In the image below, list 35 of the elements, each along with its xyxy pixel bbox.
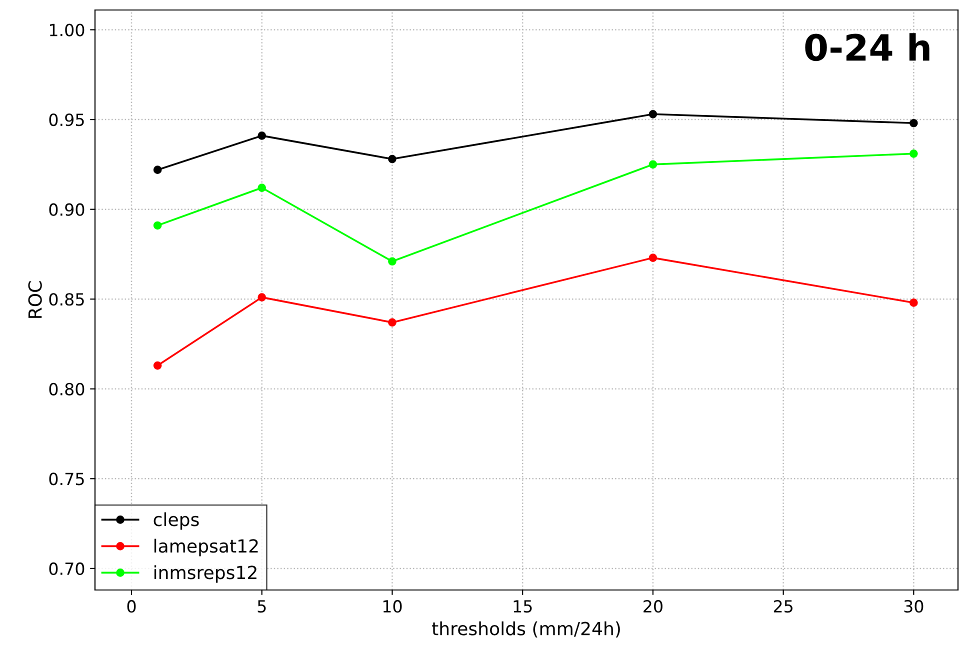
x-tick-label: 0 bbox=[127, 600, 136, 613]
y-axis-title: ROC bbox=[28, 281, 42, 318]
point bbox=[648, 254, 658, 262]
legend-label: inmsreps12 bbox=[154, 565, 256, 583]
legend-label: cleps bbox=[154, 512, 199, 530]
x-tick-label: 25 bbox=[774, 600, 792, 613]
point bbox=[388, 257, 396, 266]
point bbox=[388, 154, 396, 164]
x-tick-label: 20 bbox=[644, 600, 662, 613]
y-tick-label: 0.85 bbox=[49, 293, 84, 306]
x-tick-label: 30 bbox=[904, 600, 924, 613]
point bbox=[910, 298, 918, 307]
y-tick-label: 0.75 bbox=[49, 472, 84, 486]
x-axis-title: thresholds (mm/24h) bbox=[432, 621, 620, 638]
x-tick-label: 15 bbox=[514, 600, 532, 613]
annotation: 0-24 h bbox=[805, 33, 930, 62]
point bbox=[153, 221, 162, 230]
point bbox=[388, 318, 396, 327]
point bbox=[258, 293, 266, 302]
x-tick-label: 10 bbox=[383, 600, 402, 613]
point bbox=[648, 160, 658, 169]
x-tick-label: 5 bbox=[258, 600, 266, 613]
y-tick-label: 0.95 bbox=[49, 114, 84, 126]
y-tick-label: 0.80 bbox=[49, 382, 84, 396]
point bbox=[153, 166, 162, 174]
legend-label: lamepsat12 bbox=[154, 538, 258, 556]
point bbox=[910, 149, 918, 158]
point bbox=[153, 361, 162, 370]
point bbox=[258, 184, 266, 192]
y-tick-label: 1.00 bbox=[50, 24, 84, 36]
y-tick-label: 0.70 bbox=[49, 562, 84, 576]
point bbox=[258, 132, 266, 140]
point bbox=[910, 118, 918, 128]
point bbox=[648, 110, 658, 118]
y-tick-label: 0.90 bbox=[49, 203, 84, 216]
